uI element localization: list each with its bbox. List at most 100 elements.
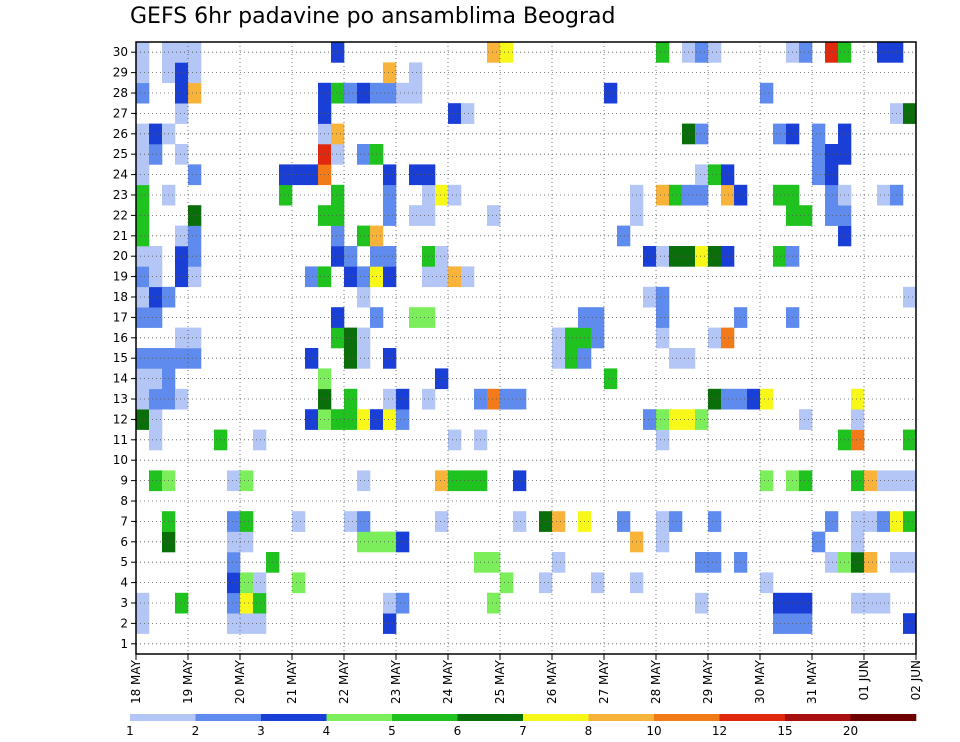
cell-member-28-step-21 [409,82,423,104]
cell-member-3-step-51 [799,592,813,614]
cell-member-30-step-40 [656,42,670,63]
y-tick-label: 19 [113,270,128,284]
colorbar-label: 5 [388,724,396,738]
x-tick-label: 29 MAY [701,659,715,704]
cell-member-21-step-3 [175,225,189,247]
cell-member-29-step-19 [383,62,397,84]
colorbar-label: 15 [777,724,792,738]
cell-member-12-step-17 [357,409,371,430]
cell-member-15-step-32 [552,348,566,369]
cell-member-12-step-0 [136,409,150,430]
colorbar-label: 10 [646,724,661,738]
cell-member-20-step-40 [656,246,670,267]
cell-member-16-step-17 [357,327,371,349]
cell-member-25-step-17 [357,144,371,165]
cell-member-14-step-0 [136,368,150,390]
cell-member-15-step-17 [357,348,371,369]
cell-member-19-step-0 [136,266,150,288]
cell-member-16-step-45 [721,327,735,349]
y-tick-label: 22 [113,208,128,222]
cell-member-30-step-43 [695,42,709,63]
colorbar-segment [130,714,196,721]
x-tick-label: 23 MAY [389,659,403,704]
colorbar-segment [850,714,917,721]
cell-member-24-step-0 [136,164,150,186]
cell-member-15-step-41 [669,348,683,369]
cell-member-9-step-56 [864,470,878,492]
cell-member-6-step-40 [656,531,670,553]
cell-member-2-step-9 [253,613,267,634]
cell-member-16-step-44 [708,327,722,349]
cell-member-3-step-57 [877,592,891,614]
cell-member-20-step-41 [669,246,683,267]
y-axis: 1234567891011121314151617181920212223242… [113,45,136,651]
cell-member-24-step-43 [695,164,709,186]
cell-member-22-step-4 [188,205,202,226]
cell-member-9-step-17 [357,470,371,492]
cell-member-5-step-27 [487,552,501,573]
cell-member-12-step-43 [695,409,709,430]
cell-member-13-step-55 [851,388,865,410]
cell-member-3-step-56 [864,592,878,614]
cell-member-23-step-49 [773,184,787,206]
colorbar-label: 4 [323,724,331,738]
colorbar-label: 20 [843,724,858,738]
cell-member-4-step-48 [760,572,774,594]
colorbar-label: 12 [712,724,727,738]
chart-title: GEFS 6hr padavine po ansamblima Beograd [130,4,616,29]
cell-member-26-step-43 [695,123,709,145]
cell-member-19-step-4 [188,266,202,288]
y-tick-label: 5 [120,555,128,569]
cell-member-24-step-44 [708,164,722,186]
y-tick-label: 1 [120,637,128,651]
cell-member-21-step-17 [357,225,371,247]
y-tick-label: 7 [120,514,128,528]
colorbar-label: 3 [257,724,265,738]
cell-member-27-step-25 [461,103,475,124]
y-tick-label: 14 [113,372,128,386]
cell-member-7-step-56 [864,511,878,532]
cell-member-28-step-4 [188,82,202,104]
cell-member-2-step-51 [799,613,813,634]
cell-member-13-step-48 [760,388,774,410]
cell-member-17-step-1 [149,307,163,328]
cell-member-12-step-55 [851,409,865,430]
cell-member-12-step-1 [149,409,163,430]
cell-member-17-step-21 [409,307,423,328]
y-tick-label: 12 [113,412,128,426]
cell-member-3-step-0 [136,592,150,614]
y-tick-label: 15 [113,351,128,365]
colorbar-label: 8 [585,724,593,738]
cell-member-18-step-17 [357,286,371,308]
colorbar-segment [326,714,393,721]
cell-member-19-step-17 [357,266,371,288]
cell-member-3-step-55 [851,592,865,614]
cell-member-15-step-4 [188,348,202,369]
cell-member-23-step-53 [825,184,839,206]
cell-member-11-step-40 [656,429,670,451]
cell-member-2-step-19 [383,613,397,634]
cell-member-19-step-24 [448,266,462,288]
cell-member-27-step-3 [175,103,189,124]
cell-member-7-step-40 [656,511,670,532]
cell-member-15-step-0 [136,348,150,369]
y-tick-label: 29 [113,66,128,80]
cell-member-22-step-19 [383,205,397,226]
cell-member-3-step-43 [695,592,709,614]
cell-member-11-step-24 [448,429,462,451]
cell-member-4-step-7 [227,572,241,594]
cell-member-17-step-15 [331,307,345,328]
x-axis: 18 MAY 19 MAY 20 MAY 21 MAY 22 MAY 23 MAY 24 M… [129,654,923,704]
cell-member-6-step-20 [396,531,410,553]
y-tick-label: 10 [113,453,128,467]
cell-member-5-step-59 [903,552,917,573]
x-tick-label: 26 MAY [545,659,559,704]
cell-member-16-step-15 [331,327,345,349]
cell-member-28-step-17 [357,82,371,104]
cell-member-24-step-19 [383,164,397,186]
cell-member-13-step-29 [513,388,527,410]
y-tick-label: 4 [120,576,128,590]
cell-member-12-step-20 [396,409,410,430]
cell-member-29-step-21 [409,62,423,84]
cell-member-28-step-36 [604,82,618,104]
